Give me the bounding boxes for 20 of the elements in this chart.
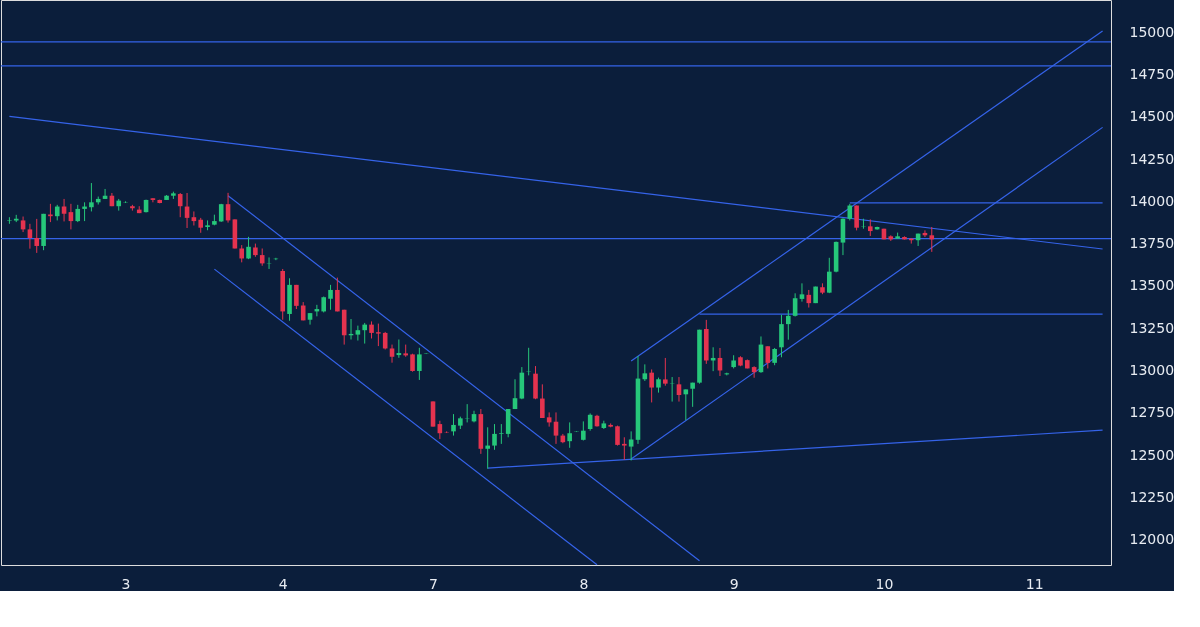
x-tick-label: 9 — [729, 575, 739, 592]
x-tick-label: 7 — [429, 575, 438, 592]
y-tick-label: 14750 — [1129, 65, 1175, 82]
x-tick-label: 3 — [121, 575, 131, 592]
y-tick-label: 14250 — [1129, 150, 1175, 167]
y-tick-label: 12250 — [1129, 488, 1175, 505]
y-tick-label: 13500 — [1129, 277, 1175, 294]
x-tick-label: 8 — [579, 575, 589, 592]
y-tick-label: 14000 — [1129, 192, 1175, 209]
y-tick-label: 14500 — [1129, 108, 1175, 125]
x-tick-label: 10 — [875, 575, 894, 592]
y-tick-label: 12750 — [1129, 404, 1175, 421]
y-tick-label: 12500 — [1129, 446, 1175, 463]
y-tick-label: 15000 — [1129, 23, 1175, 40]
y-tick-label: 12000 — [1129, 531, 1175, 548]
y-tick-label: 13250 — [1129, 319, 1175, 336]
x-tick-label: 4 — [278, 575, 288, 592]
y-tick-label: 13750 — [1129, 235, 1175, 252]
x-tick-label: 11 — [1025, 575, 1044, 592]
y-tick-label: 13000 — [1129, 361, 1175, 378]
